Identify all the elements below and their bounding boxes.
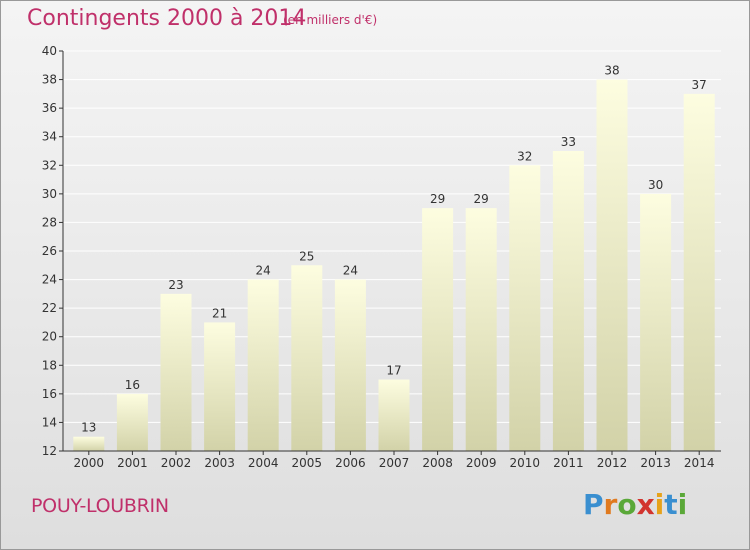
data-label: 37 — [692, 78, 707, 92]
y-tick-label: 24 — [42, 273, 57, 287]
bar — [204, 322, 236, 451]
logo-letter: o — [617, 488, 637, 521]
x-tick-label: 2008 — [422, 456, 453, 470]
bar — [683, 93, 715, 451]
data-label: 24 — [256, 264, 271, 278]
x-tick-label: 2006 — [335, 456, 366, 470]
data-label: 24 — [343, 264, 358, 278]
y-tick-label: 22 — [42, 301, 57, 315]
y-tick-label: 36 — [42, 101, 57, 115]
data-label: 33 — [561, 135, 576, 149]
bar — [422, 208, 454, 451]
bar — [160, 293, 192, 451]
bars: 13 16 23 21 24 25 24 17 29 29 32 33 38 30 37 — [73, 64, 715, 452]
y-tick-label: 18 — [42, 358, 57, 372]
x-tick-label: 2009 — [466, 456, 497, 470]
y-tick-label: 38 — [42, 73, 57, 87]
place-name: POUY-LOUBRIN — [31, 495, 169, 517]
y-tick-label: 30 — [42, 187, 57, 201]
bar — [334, 279, 366, 451]
x-tick-label: 2004 — [248, 456, 279, 470]
x-tick-label: 2003 — [204, 456, 235, 470]
x-tick-label: 2010 — [510, 456, 541, 470]
data-label: 13 — [81, 421, 96, 435]
y-tick-label: 14 — [42, 415, 57, 429]
y-tick-label: 16 — [42, 387, 57, 401]
data-label: 38 — [604, 64, 619, 78]
bar — [552, 151, 584, 451]
y-tick-label: 40 — [42, 44, 57, 58]
bar — [596, 79, 628, 452]
bar — [116, 393, 148, 451]
logo-letter: P — [583, 488, 604, 521]
logo-letter: i — [654, 488, 665, 521]
proxiti-logo[interactable]: Proxiti — [583, 488, 687, 521]
x-tick-label: 2005 — [292, 456, 323, 470]
y-tick-label: 28 — [42, 215, 57, 229]
x-tick-label: 2001 — [117, 456, 148, 470]
data-label: 17 — [386, 364, 401, 378]
data-label: 29 — [430, 192, 445, 206]
logo-letter: x — [636, 488, 655, 521]
x-tick-label: 2014 — [684, 456, 715, 470]
data-label: 16 — [125, 378, 140, 392]
bar — [509, 165, 541, 452]
x-tick-label: 2012 — [597, 456, 628, 470]
x-tick-label: 2007 — [379, 456, 410, 470]
logo-letter: r — [603, 488, 618, 521]
y-tick-label: 34 — [42, 130, 57, 144]
x-tick-label: 2013 — [640, 456, 671, 470]
axes: 12 14 16 18 20 22 24 26 28 30 32 34 36 38 40 2000 2001 20… — [42, 44, 721, 470]
data-label: 21 — [212, 306, 227, 320]
data-label: 25 — [299, 249, 314, 263]
logo-letter: i — [677, 488, 688, 521]
logo-letter: t — [664, 488, 678, 521]
chart-title: Contingents 2000 à 2014 — [27, 6, 307, 31]
bar — [640, 193, 672, 451]
bar — [247, 279, 279, 451]
chart-subtitle: (en milliers d'€) — [283, 13, 378, 27]
bar — [73, 436, 105, 451]
x-tick-label: 2002 — [161, 456, 192, 470]
y-tick-label: 32 — [42, 158, 57, 172]
bar — [291, 265, 323, 451]
x-tick-label: 2000 — [74, 456, 105, 470]
bar — [378, 379, 410, 451]
x-tick-label: 2011 — [553, 456, 584, 470]
y-tick-label: 20 — [42, 330, 57, 344]
y-tick-label: 26 — [42, 244, 57, 258]
bar — [465, 208, 497, 451]
data-label: 30 — [648, 178, 663, 192]
data-label: 23 — [168, 278, 183, 292]
data-label: 32 — [517, 149, 532, 163]
y-tick-label: 12 — [42, 444, 57, 458]
data-label: 29 — [474, 192, 489, 206]
